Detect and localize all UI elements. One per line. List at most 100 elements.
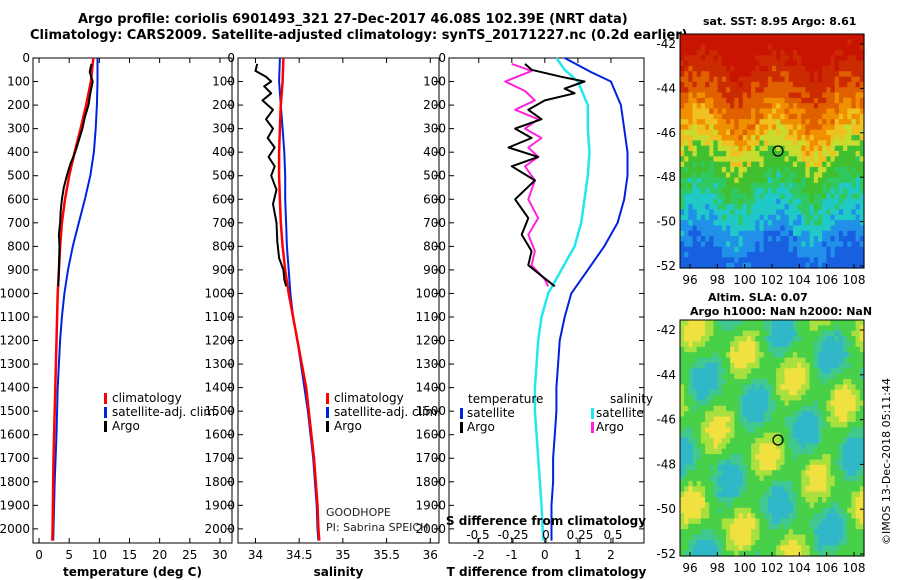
legend-swatch [326, 407, 329, 418]
s-diff-tick-label: 0.5 [603, 528, 622, 542]
legend-swatch [326, 393, 329, 404]
y-tick-label: 700 [212, 216, 235, 230]
sla-map-lat-label: -52 [656, 547, 676, 561]
sst-map-lon-label: 98 [710, 273, 725, 287]
sst-map-lat-label: -46 [656, 126, 676, 140]
legend-swatch [460, 422, 463, 433]
legend-swatch [460, 408, 463, 419]
panel-temperature: 0100200300400500600700800900100011001200… [0, 51, 233, 579]
y-tick-label: 1200 [415, 334, 446, 348]
series-line-climatology-salinity [277, 57, 321, 541]
sla-map-lon-label: 108 [843, 561, 866, 575]
y-tick-label: 400 [423, 145, 446, 159]
sla-map-lon-label: 106 [815, 561, 838, 575]
y-tick-label: 1700 [0, 451, 30, 465]
y-tick-label: 0 [227, 51, 235, 65]
sla-map-lat-label: -42 [656, 323, 676, 337]
legend-entry: Argo [334, 419, 362, 433]
float-project-label: GOODHOPE [326, 506, 391, 519]
sla-map-subtitle: Argo h1000: NaN h2000: NaN [690, 305, 873, 318]
series-line-t-argo-diff [507, 63, 586, 288]
y-tick-label: 1000 [0, 286, 30, 300]
y-tick-label: 1600 [415, 428, 446, 442]
legend-swatch [104, 407, 107, 418]
sst-map-lon-label: 96 [682, 273, 697, 287]
y-tick-label: 200 [7, 98, 30, 112]
s-diff-tick-label: -0.25 [497, 528, 528, 542]
legend-title-temperature: temperature [468, 392, 543, 406]
legend-entry: climatology [334, 391, 404, 405]
sla-map-lat-label: -44 [656, 368, 676, 382]
series-line-satellite-temperature [52, 58, 99, 541]
legend-entry: Argo [467, 420, 495, 434]
y-tick-label: 200 [423, 98, 446, 112]
x-axis-label: temperature (deg C) [63, 565, 202, 579]
series-line-t-satellite-diff [550, 57, 629, 541]
x-tick-label: 0 [35, 548, 43, 562]
y-tick-label: 1100 [415, 310, 446, 324]
x-tick-label: 10 [92, 548, 107, 562]
y-tick-label: 1800 [0, 475, 30, 489]
legend-entry: satellite-adj. clim. [334, 405, 441, 419]
y-tick-label: 600 [7, 192, 30, 206]
plot-title-line1: Argo profile: coriolis 6901493_321 27-De… [78, 12, 628, 27]
legend-entry: climatology [112, 391, 182, 405]
series-line-argo-temperature [57, 63, 94, 287]
y-tick-label: 900 [7, 263, 30, 277]
y-tick-label: 1200 [204, 334, 235, 348]
panel-difference: 0100200300400500600700800900100011001200… [415, 51, 646, 579]
x-tick-label: 30 [212, 548, 227, 562]
y-tick-label: 700 [7, 216, 30, 230]
y-tick-label: 1000 [415, 286, 446, 300]
x-tick-label: 35 [335, 548, 350, 562]
y-tick-label: 1500 [415, 404, 446, 418]
y-tick-label: 1700 [415, 451, 446, 465]
x-tick-label: 2 [607, 548, 615, 562]
x-tick-label: 34 [248, 548, 263, 562]
y-tick-label: 1700 [204, 451, 235, 465]
sla-map-lon-label: 100 [733, 561, 756, 575]
y-tick-label: 1300 [415, 357, 446, 371]
sla-map-lon-label: 102 [761, 561, 784, 575]
y-tick-label: 1600 [0, 428, 30, 442]
y-tick-label: 800 [212, 239, 235, 253]
legend-swatch [104, 393, 107, 404]
y-tick-label: 900 [212, 263, 235, 277]
sst-map-lat-label: -48 [656, 170, 676, 184]
x-tick-label: 15 [122, 548, 137, 562]
y-tick-label: 1400 [204, 381, 235, 395]
legend-entry: Argo [112, 419, 140, 433]
y-tick-label: 1000 [204, 286, 235, 300]
y-tick-label: 500 [212, 169, 235, 183]
sla-map [679, 319, 865, 557]
y-tick-label: 100 [7, 75, 30, 89]
sla-map-lon-label: 96 [682, 561, 697, 575]
y-tick-label: 200 [212, 98, 235, 112]
argo-location-marker-sst [772, 145, 784, 157]
sst-map-lat-label: -50 [656, 215, 676, 229]
y-tick-label: 800 [7, 239, 30, 253]
x-tick-label: -2 [473, 548, 485, 562]
s-diff-tick-label: 0 [542, 528, 550, 542]
sst-map-lat-label: -52 [656, 259, 676, 273]
y-tick-label: 700 [423, 216, 446, 230]
y-tick-label: 1200 [0, 334, 30, 348]
y-tick-label: 2000 [415, 522, 446, 536]
y-tick-label: 400 [7, 145, 30, 159]
legend-entry: satellite [596, 406, 644, 420]
y-tick-label: 600 [212, 192, 235, 206]
y-tick-label: 900 [423, 263, 446, 277]
legend-entry: satellite-adj. clim. [112, 405, 219, 419]
sla-map-title: Altim. SLA: 0.07 [708, 291, 808, 304]
s-difference-axis-label: S difference from climatology [446, 514, 646, 528]
y-tick-label: 500 [423, 169, 446, 183]
y-tick-label: 300 [212, 122, 235, 136]
sst-map-lat-label: -44 [656, 81, 676, 95]
y-tick-label: 1800 [415, 475, 446, 489]
sla-map-lon-label: 104 [788, 561, 811, 575]
plot-frame-temperature [32, 57, 233, 544]
legend-swatch [591, 408, 594, 419]
y-tick-label: 1800 [204, 475, 235, 489]
y-tick-label: 1300 [204, 357, 235, 371]
